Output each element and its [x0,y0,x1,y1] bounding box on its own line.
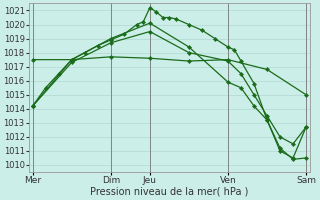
X-axis label: Pression niveau de la mer( hPa ): Pression niveau de la mer( hPa ) [90,187,249,197]
